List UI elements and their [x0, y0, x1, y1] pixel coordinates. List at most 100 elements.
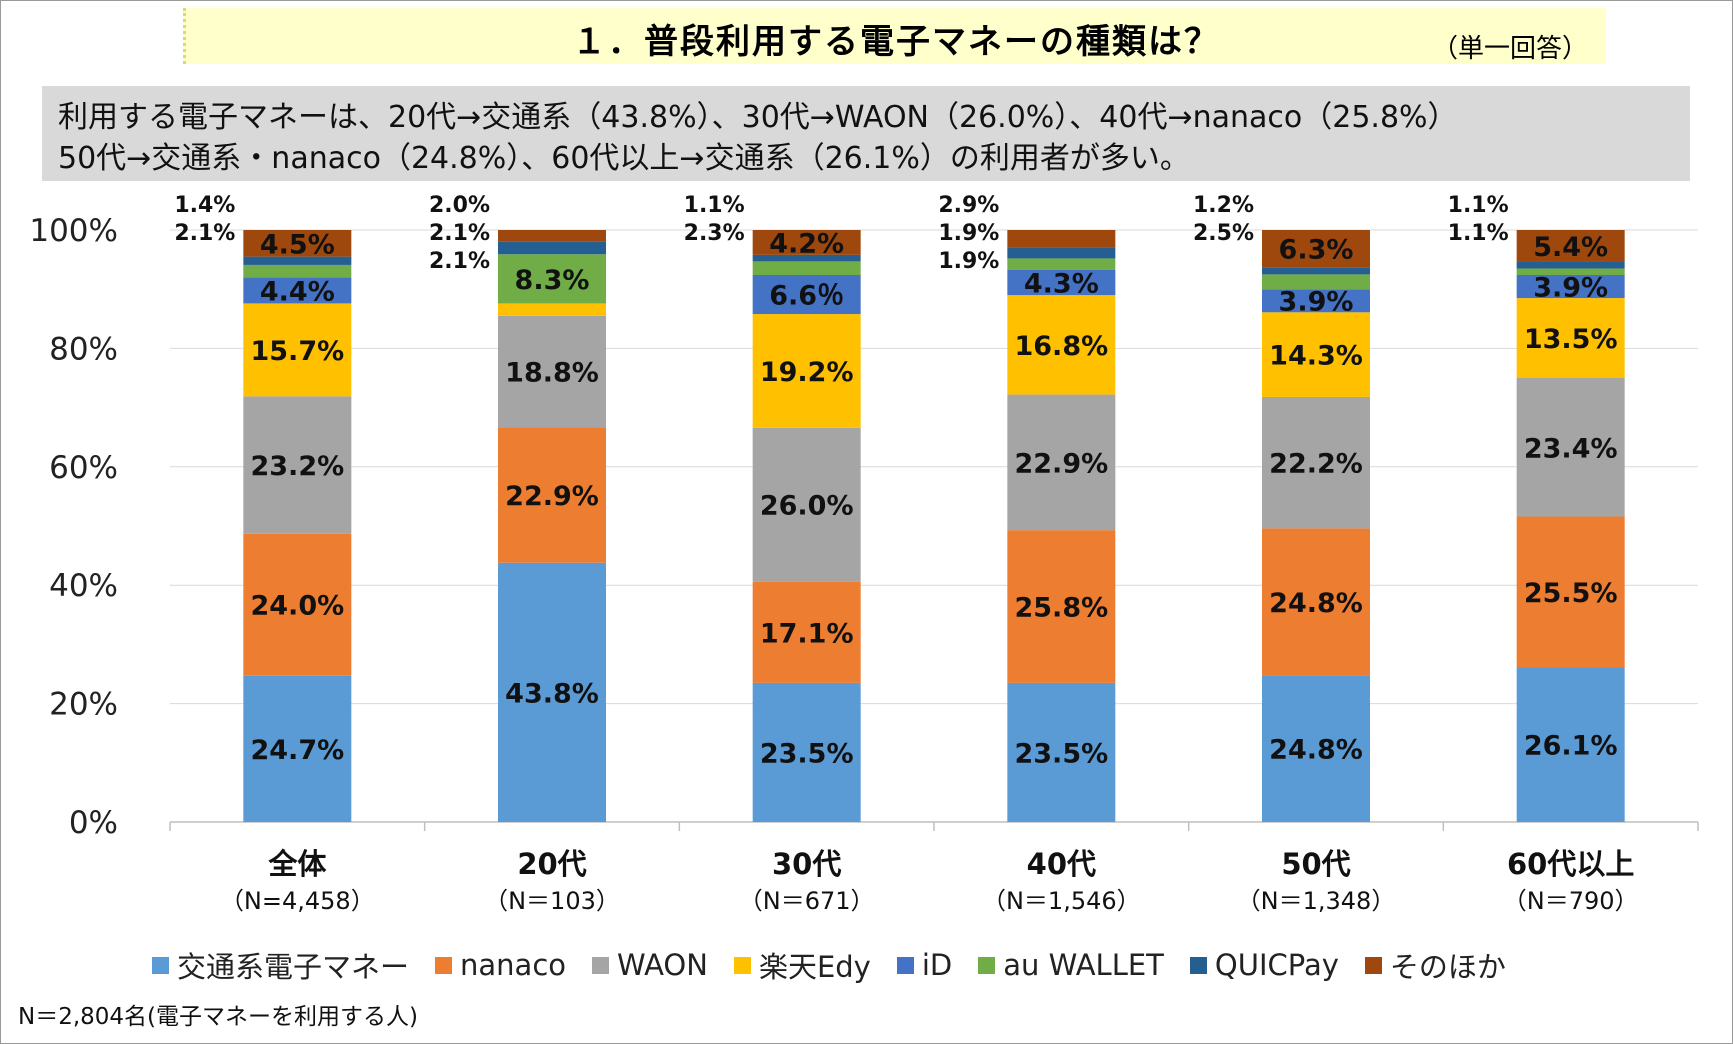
bar-segment: [243, 256, 352, 265]
legend-label: nanaco: [460, 948, 567, 982]
bar-segment: [243, 230, 352, 257]
bar-segment: [498, 427, 606, 563]
legend-label: そのほか: [1389, 950, 1506, 984]
data-label-outside: 1.4%: [174, 193, 235, 218]
data-label-outside: 1.2%: [1193, 193, 1254, 218]
data-label: 24.0%: [250, 591, 344, 622]
data-label: 25.8%: [1014, 593, 1108, 624]
bar-segment: [752, 314, 861, 428]
y-tick-label: 100%: [29, 213, 118, 249]
summary-line-2: 50代→交通系・nanaco（24.8%）、60代以上→交通系（26.1%）の利…: [58, 141, 1190, 176]
bar-segment: [752, 427, 861, 582]
bar-segment: [1007, 530, 1116, 683]
legend-swatch: [733, 956, 751, 974]
bar-segment: [1262, 396, 1370, 529]
bar-segment: [498, 230, 606, 242]
bar-segment: [243, 533, 352, 676]
title-banner: １．普段利用する電子マネーの種類は？ （単一回答）: [183, 8, 1606, 64]
data-label: 43.8%: [505, 678, 599, 709]
data-label-outside: 1.1%: [1448, 193, 1509, 218]
sample-size-footnote: N＝2,804名(電子マネーを利用する人): [18, 1004, 418, 1030]
data-label: 4.3%: [1024, 268, 1099, 299]
category-label: 20代: [517, 847, 586, 881]
legend-swatch: [896, 956, 914, 974]
data-label: 5.4%: [1533, 232, 1608, 263]
legend-item: QUICPay: [1189, 948, 1339, 982]
bar-segment: [752, 261, 861, 275]
data-label-outside: 2.5%: [1193, 221, 1254, 246]
category-label: 60代以上: [1507, 847, 1634, 881]
category-sample-size: （N＝671）: [739, 887, 875, 915]
data-label: 6.6％: [769, 281, 844, 312]
bar-segment: [1262, 274, 1370, 290]
bar-segment: [1516, 274, 1625, 299]
bar-segment: [1516, 230, 1625, 262]
data-label-outside: 1.1%: [1448, 221, 1509, 246]
legend-item: au WALLET: [978, 948, 1164, 982]
data-label: 24.8%: [1269, 735, 1363, 766]
data-label-outside: 2.1%: [174, 221, 235, 246]
bar-segment: [1262, 289, 1370, 313]
bar-segment: [1007, 394, 1116, 531]
legend-label: au WALLET: [1003, 948, 1164, 982]
legend-item: WAON: [592, 948, 708, 982]
category-sample-size: （N=4,458）: [220, 887, 375, 915]
bar-segment: [1262, 528, 1370, 676]
bar-segment: [1262, 230, 1370, 268]
data-label-outside: 2.0%: [429, 193, 490, 218]
category-label: 全体: [267, 847, 327, 881]
data-label: 24.7%: [250, 735, 344, 766]
bar-segment: [1516, 516, 1625, 668]
data-label: 23.5%: [1014, 738, 1108, 769]
page-title: １．普段利用する電子マネーの種類は？: [572, 22, 1220, 62]
chart-legend: 交通系電子マネー nanaco WAON 楽天Edy iD au WALLET QUICPa…: [152, 945, 1532, 985]
data-label-outside: 2.1%: [429, 249, 490, 274]
bar-segment: [498, 303, 606, 316]
data-label: 14.3%: [1269, 341, 1363, 372]
category-label: 30代: [772, 847, 841, 881]
data-label: 26.0%: [760, 491, 854, 522]
data-label: 19.2%: [760, 357, 854, 388]
y-tick-label: 0%: [69, 805, 118, 841]
legend-label: 楽天Edy: [758, 950, 871, 984]
data-label: 18.8%: [505, 357, 599, 388]
data-label: 4.2%: [769, 228, 844, 259]
data-label: 22.9%: [1014, 448, 1108, 479]
summary-box: 利用する電子マネーは、20代→交通系（43.8%）、30代→WAON（26.0%…: [42, 86, 1690, 181]
category-sample-size: （N＝1,546）: [982, 887, 1141, 915]
data-label: 23.2%: [250, 451, 344, 482]
data-label-outside: 1.9%: [938, 221, 999, 246]
bar-segment: [1007, 247, 1116, 259]
data-label: 15.7%: [250, 336, 344, 367]
data-label: 16.8%: [1014, 331, 1108, 362]
legend-swatch: [1189, 956, 1207, 974]
legend-item: そのほか: [1364, 944, 1506, 986]
bar-segment: [1262, 267, 1370, 275]
bar-segment: [498, 241, 606, 255]
legend-label: 交通系電子マネー: [177, 950, 410, 984]
legend-item: 交通系電子マネー: [152, 944, 409, 986]
bar-segment: [1516, 261, 1625, 269]
bar-segment: [752, 682, 861, 822]
legend-label: WAON: [617, 948, 708, 982]
legend-swatch: [435, 956, 453, 974]
data-label: 17.1%: [760, 618, 854, 649]
bar-segment: [1007, 269, 1116, 296]
bar-segment: [1516, 667, 1625, 822]
data-label: 8.3%: [515, 265, 590, 296]
y-tick-label: 80%: [49, 331, 118, 367]
bar-segment: [243, 675, 352, 822]
summary-line-1: 利用する電子マネーは、20代→交通系（43.8%）、30代→WAON（26.0%…: [58, 100, 1458, 135]
answer-type-note: （単一回答）: [1431, 34, 1588, 64]
y-tick-label: 20%: [49, 687, 118, 723]
legend-item: 楽天Edy: [733, 944, 871, 986]
legend-label: QUICPay: [1214, 948, 1339, 982]
bar-segment: [243, 277, 352, 304]
legend-label: iD: [921, 948, 953, 982]
category-sample-size: （N＝1,348）: [1237, 887, 1396, 915]
bar-segment: [1007, 295, 1116, 395]
bar-segment: [1516, 378, 1625, 517]
legend-item: iD: [896, 948, 953, 982]
legend-swatch: [152, 956, 169, 974]
bar-segment: [243, 396, 352, 534]
